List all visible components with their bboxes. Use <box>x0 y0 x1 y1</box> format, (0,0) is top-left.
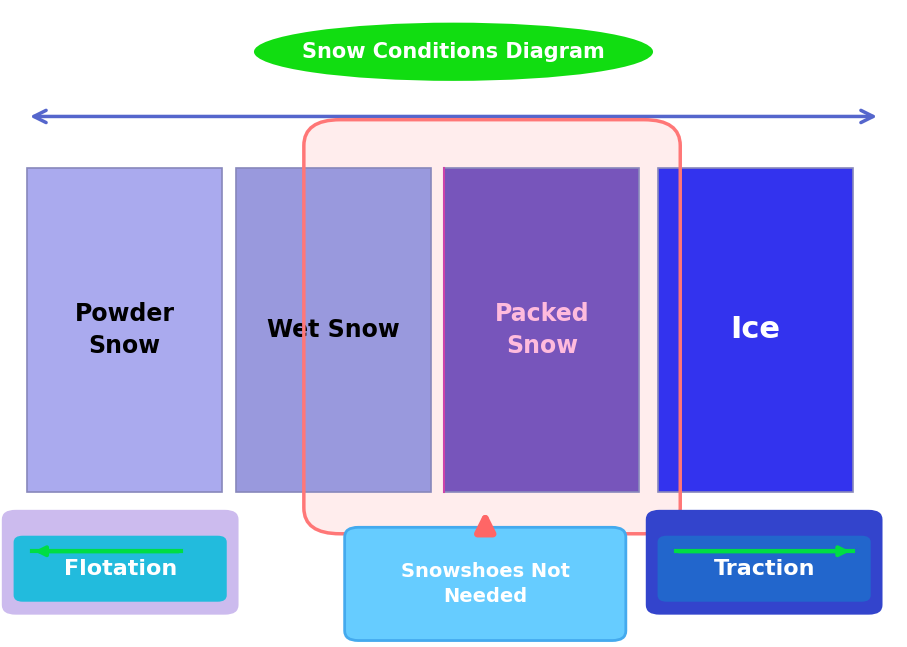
FancyBboxPatch shape <box>27 168 222 492</box>
FancyBboxPatch shape <box>345 527 626 641</box>
Text: Traction: Traction <box>714 559 814 578</box>
FancyBboxPatch shape <box>2 510 239 615</box>
FancyBboxPatch shape <box>646 510 883 615</box>
Ellipse shape <box>254 23 653 81</box>
Text: Powder
Snow: Powder Snow <box>74 302 175 358</box>
FancyBboxPatch shape <box>658 168 853 492</box>
Text: Flotation: Flotation <box>63 559 177 578</box>
FancyBboxPatch shape <box>236 168 431 492</box>
Text: Ice: Ice <box>730 316 780 344</box>
FancyBboxPatch shape <box>14 536 227 602</box>
FancyBboxPatch shape <box>444 168 639 492</box>
Text: Snow Conditions Diagram: Snow Conditions Diagram <box>302 42 605 61</box>
Text: Packed
Snow: Packed Snow <box>494 302 590 358</box>
Text: Snowshoes Not
Needed: Snowshoes Not Needed <box>401 562 570 606</box>
FancyBboxPatch shape <box>658 536 871 602</box>
FancyBboxPatch shape <box>304 120 680 534</box>
Text: Wet Snow: Wet Snow <box>267 318 400 342</box>
